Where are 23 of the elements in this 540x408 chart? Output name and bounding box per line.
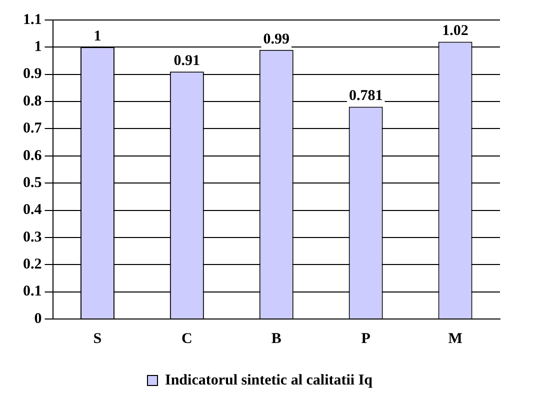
x-tick-label: S [93, 330, 102, 347]
data-label: 0.99 [263, 31, 290, 48]
y-tick-label: 0.4 [23, 202, 42, 218]
data-label: 1 [94, 28, 102, 45]
y-tick-label: 0.5 [23, 174, 42, 191]
y-tick-label: 0.6 [23, 148, 42, 164]
x-tick-label: M [448, 330, 462, 347]
y-tick-label: 0.9 [23, 66, 42, 82]
y-tick-label: 0 [34, 310, 42, 327]
y-tick-label: 0.2 [23, 256, 42, 273]
y-tick-label: 1.1 [23, 12, 42, 28]
x-tick-label: B [271, 330, 282, 347]
data-label: 0.781 [348, 88, 383, 104]
y-tick-label: 0.7 [23, 120, 42, 137]
y-tick-label: 0.3 [23, 229, 42, 246]
data-label: 1.02 [442, 23, 468, 40]
y-tick-label: 0.1 [23, 284, 42, 300]
y-tick-label: 1 [34, 39, 42, 56]
legend-label: Indicatorul sintetic al calitatii Iq [165, 372, 374, 388]
x-tick-label: P [361, 330, 370, 347]
y-tick-label: 0.8 [23, 93, 42, 110]
data-label: 0.91 [174, 53, 200, 70]
x-tick-label: C [182, 330, 192, 347]
